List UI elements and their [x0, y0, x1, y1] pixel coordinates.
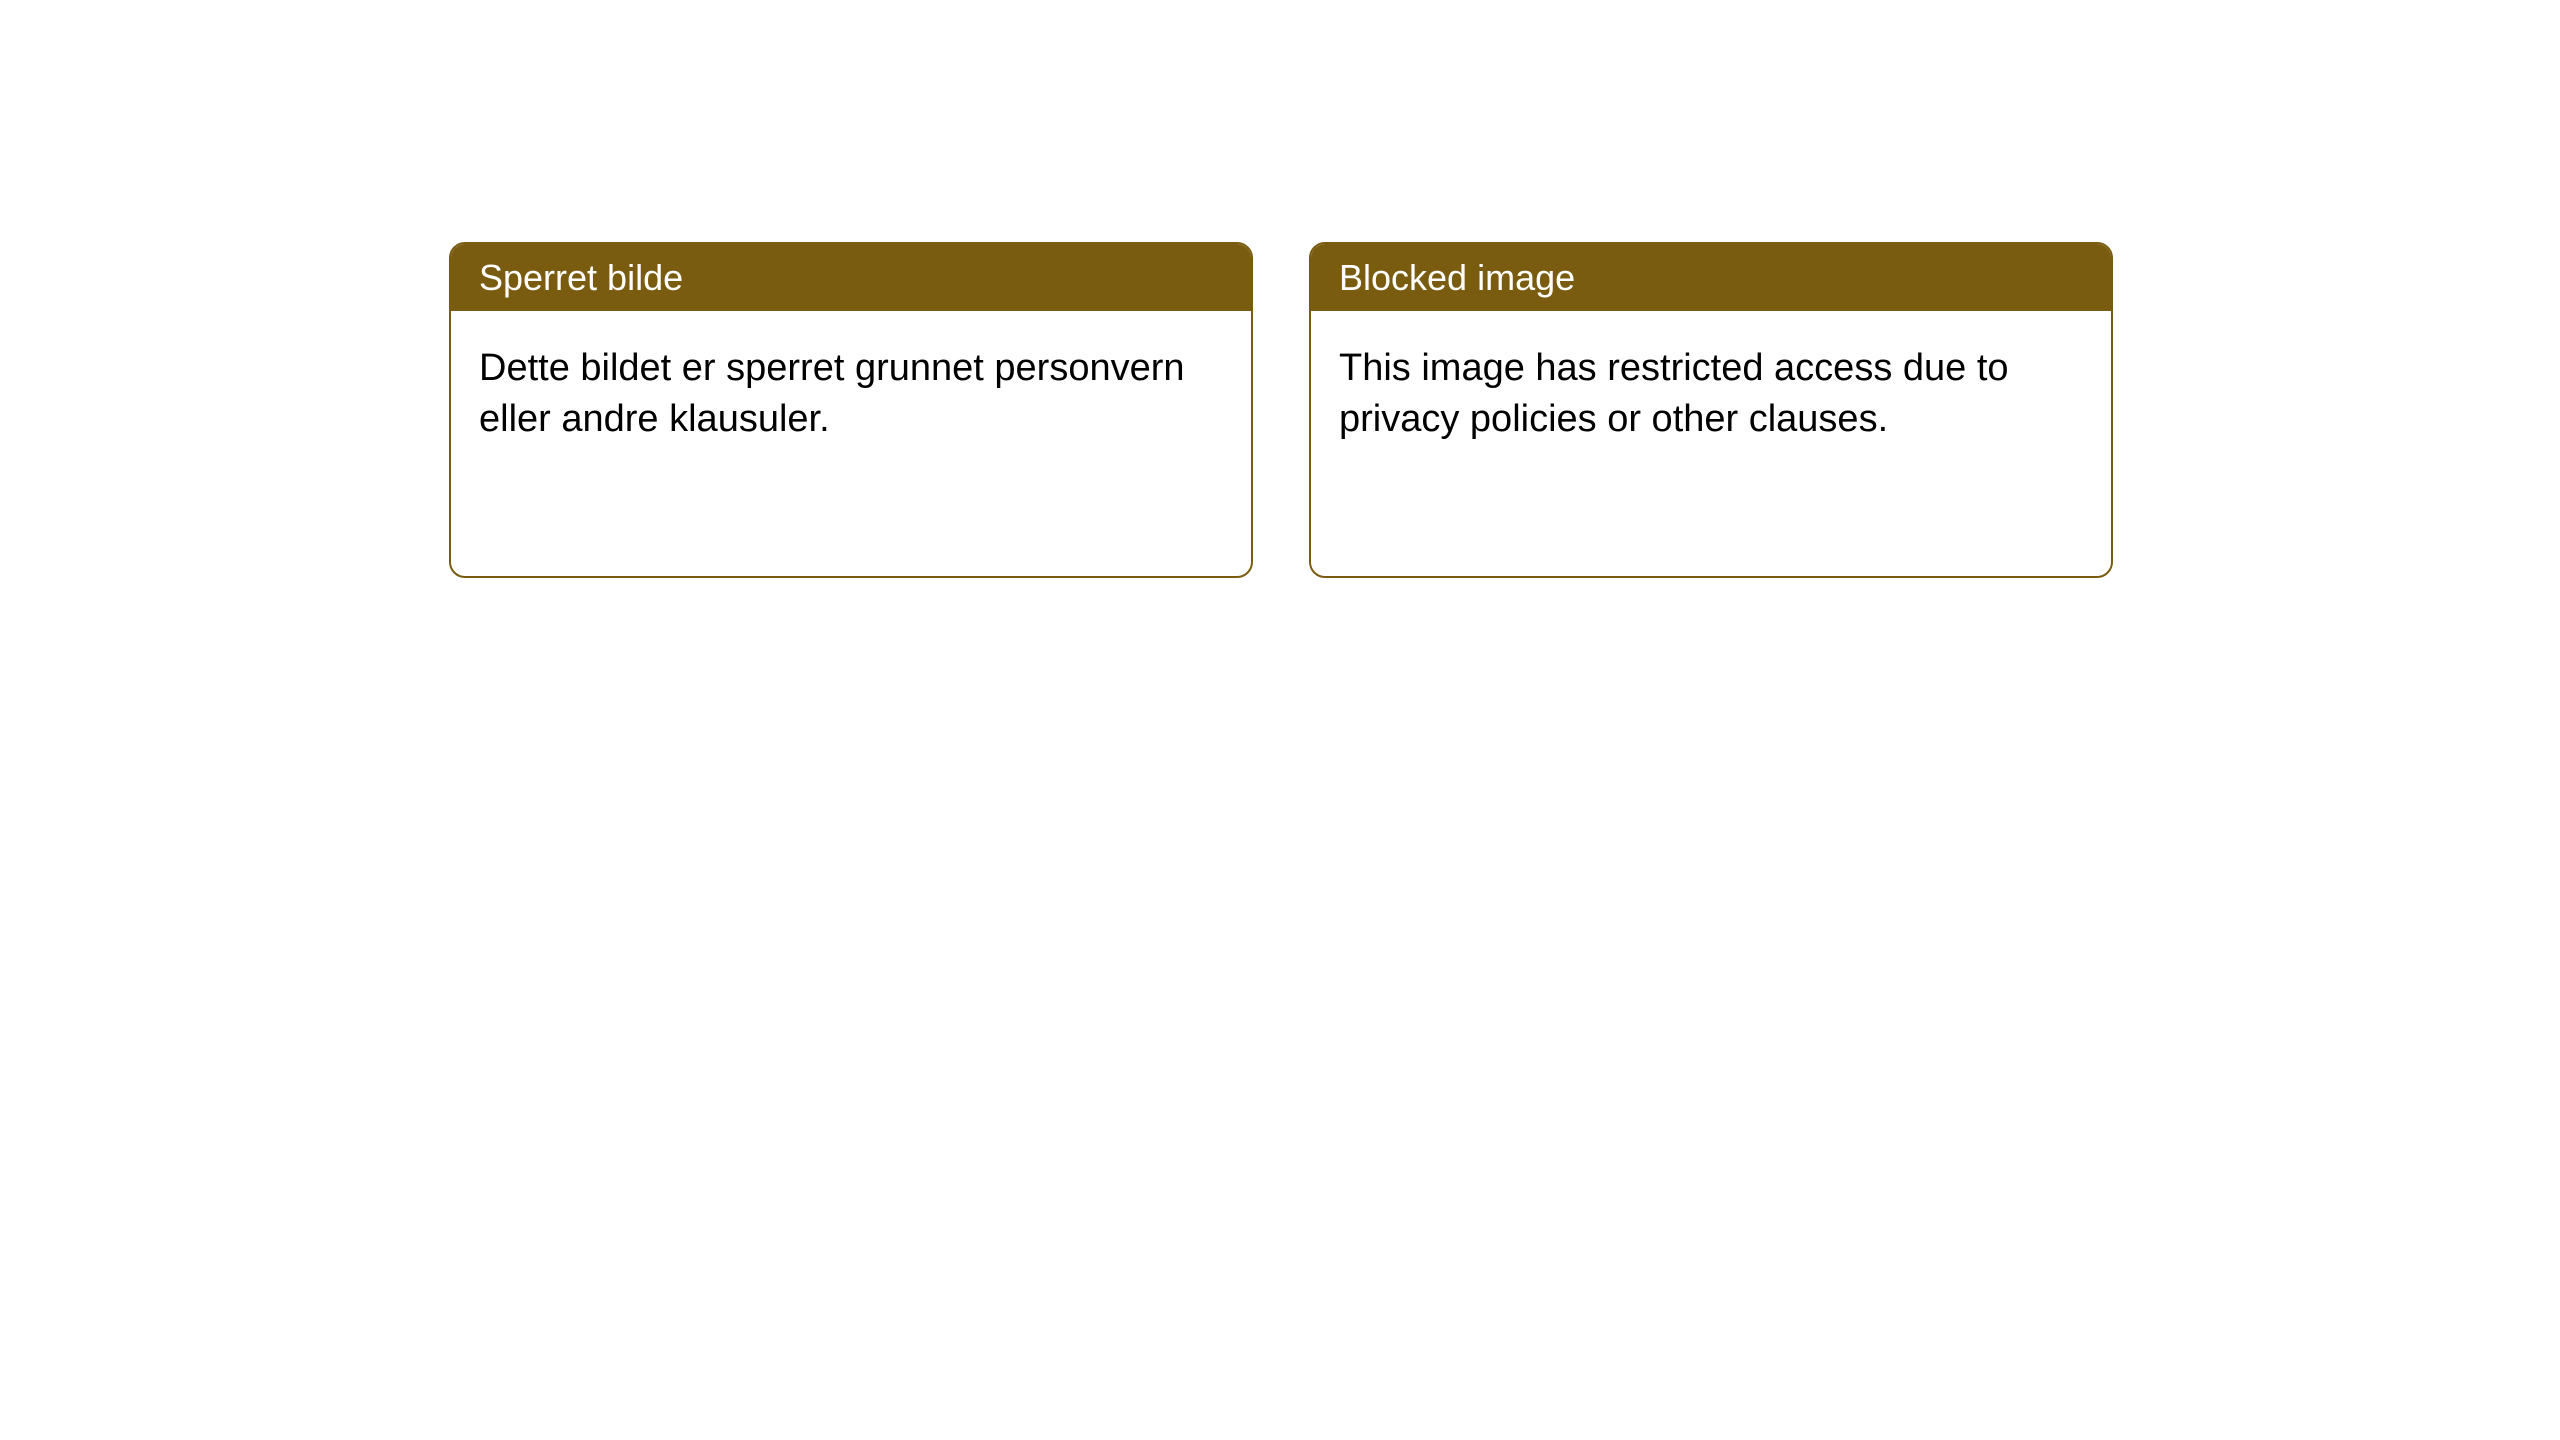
card-title: Blocked image	[1339, 257, 1575, 298]
card-body-text: This image has restricted access due to …	[1339, 347, 2009, 440]
card-body: Dette bildet er sperret grunnet personve…	[451, 311, 1251, 478]
card-header: Blocked image	[1311, 244, 2111, 311]
notice-card-english: Blocked image This image has restricted …	[1309, 242, 2113, 578]
card-body-text: Dette bildet er sperret grunnet personve…	[479, 347, 1185, 440]
notice-cards-container: Sperret bilde Dette bildet er sperret gr…	[449, 242, 2113, 578]
notice-card-norwegian: Sperret bilde Dette bildet er sperret gr…	[449, 242, 1253, 578]
card-body: This image has restricted access due to …	[1311, 311, 2111, 478]
card-header: Sperret bilde	[451, 244, 1251, 311]
card-title: Sperret bilde	[479, 257, 683, 298]
